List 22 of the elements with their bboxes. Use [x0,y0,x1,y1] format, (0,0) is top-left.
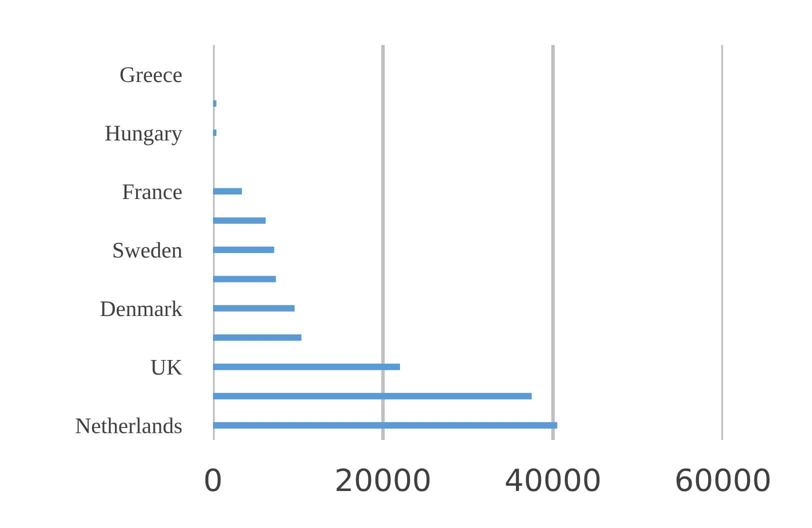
bar [213,246,274,254]
y-tick-label: Hungary [105,126,182,146]
y-tick-label: France [122,184,182,200]
bar [213,276,276,282]
bar [213,422,558,429]
bar [213,305,295,312]
x-tick-label: 20000 [336,468,430,492]
bar [213,130,216,136]
y-tick-label: UK [150,360,182,375]
bar [213,334,302,341]
y-tick-label: Netherlands [76,418,182,434]
x-tick-label: 0 [205,468,221,492]
bar [213,100,216,107]
y-tick-label: Greece [120,67,182,82]
x-tick-label: 60000 [676,468,770,492]
bar [213,392,532,400]
bar [213,217,266,224]
bar [213,364,400,370]
y-tick-label: Denmark [100,300,182,316]
y-tick-label: Sweden [114,242,182,258]
x-tick-label: 40000 [506,468,600,492]
bar [213,188,242,195]
